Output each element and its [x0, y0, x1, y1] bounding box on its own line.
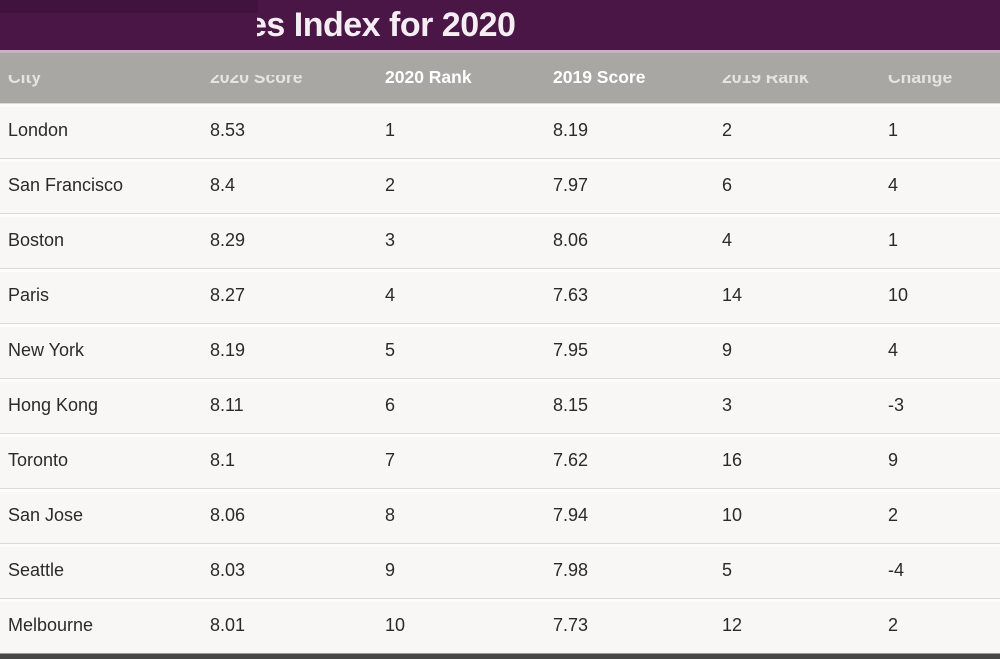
cell-change: 1 [880, 102, 1000, 158]
page-title-text: es Index for 2020 [257, 5, 516, 44]
cell-change: 9 [880, 432, 1000, 488]
accent-divider [0, 50, 1000, 53]
col-header-2019-score: 2019 Score [553, 67, 646, 88]
table-row: San Jose 8.06 8 7.94 10 2 [0, 487, 1000, 543]
col-header-2019-rank: 2019 Rank [718, 63, 813, 88]
cell-2020-rank: 4 [377, 267, 545, 323]
cell-city: London [0, 102, 202, 158]
cell-2019-rank: 9 [714, 322, 880, 378]
cell-2019-score: 7.63 [545, 267, 714, 323]
cell-city: San Jose [0, 487, 202, 543]
cell-2020-rank: 9 [377, 542, 545, 598]
cell-2019-score: 7.94 [545, 487, 714, 543]
cell-2019-score: 8.06 [545, 212, 714, 268]
table-row: Seattle 8.03 9 7.98 5 -4 [0, 542, 1000, 598]
cell-2020-rank: 10 [377, 597, 545, 653]
cell-2020-rank: 3 [377, 212, 545, 268]
cell-2019-rank: 6 [714, 157, 880, 213]
cell-2020-score: 8.11 [202, 377, 377, 433]
cell-city: Paris [0, 267, 202, 323]
table-header: City 2020 Score 2020 Rank 2019 Score 201… [0, 53, 1000, 103]
cell-city: Hong Kong [0, 377, 202, 433]
cell-2020-score: 8.27 [202, 267, 377, 323]
cell-2019-rank: 4 [714, 212, 880, 268]
cell-2020-rank: 5 [377, 322, 545, 378]
cell-city: San Francisco [0, 157, 202, 213]
cell-2019-rank: 2 [714, 102, 880, 158]
cell-city: Seattle [0, 542, 202, 598]
cell-change: 4 [880, 322, 1000, 378]
cell-city: Melbourne [0, 597, 202, 653]
col-header-change: Change [883, 63, 957, 88]
cell-2020-score: 8.06 [202, 487, 377, 543]
table-row: Boston 8.29 3 8.06 4 1 [0, 212, 1000, 268]
table-row: Toronto 8.1 7 7.62 16 9 [0, 432, 1000, 488]
cell-2020-rank: 7 [377, 432, 545, 488]
table-row: Hong Kong 8.11 6 8.15 3 -3 [0, 377, 1000, 433]
page-title: es Index for 2020 [257, 0, 515, 50]
table-row: San Francisco 8.4 2 7.97 6 4 [0, 157, 1000, 213]
table-row: Melbourne 8.01 10 7.73 12 2 [0, 597, 1000, 653]
cell-2019-rank: 14 [714, 267, 880, 323]
cell-2019-score: 7.62 [545, 432, 714, 488]
cell-2020-score: 8.53 [202, 102, 377, 158]
cell-2019-score: 8.19 [545, 102, 714, 158]
cell-city: Toronto [0, 432, 202, 488]
cell-city: New York [0, 322, 202, 378]
table-header-row: City 2020 Score 2020 Rank 2019 Score 201… [0, 53, 1000, 103]
cell-city: Boston [0, 212, 202, 268]
cities-index-table: City 2020 Score 2020 Rank 2019 Score 201… [0, 53, 1000, 653]
cell-change: 2 [880, 597, 1000, 653]
cell-2020-score: 8.01 [202, 597, 377, 653]
table-body: London 8.53 1 8.19 2 1 San Francisco 8.4… [0, 102, 1000, 653]
cell-2020-score: 8.03 [202, 542, 377, 598]
col-header-2020-score: 2020 Score [205, 63, 307, 88]
cell-2020-score: 8.19 [202, 322, 377, 378]
cell-2019-score: 7.73 [545, 597, 714, 653]
title-bar: es Index for 2020 [0, 0, 1000, 50]
cell-2020-score: 8.4 [202, 157, 377, 213]
cell-change: -3 [880, 377, 1000, 433]
cell-2020-rank: 6 [377, 377, 545, 433]
col-header-2020-rank: 2020 Rank [385, 67, 472, 88]
cell-change: 10 [880, 267, 1000, 323]
table-row: New York 8.19 5 7.95 9 4 [0, 322, 1000, 378]
col-header-city: City [3, 63, 46, 88]
cell-2019-rank: 5 [714, 542, 880, 598]
cell-2019-rank: 10 [714, 487, 880, 543]
cell-change: 4 [880, 157, 1000, 213]
cell-2019-rank: 12 [714, 597, 880, 653]
cell-2020-rank: 8 [377, 487, 545, 543]
cell-change: 2 [880, 487, 1000, 543]
cell-2019-score: 7.95 [545, 322, 714, 378]
table-row: Paris 8.27 4 7.63 14 10 [0, 267, 1000, 323]
title-bar-shading [0, 0, 258, 13]
table-row: London 8.53 1 8.19 2 1 [0, 102, 1000, 158]
cell-2019-score: 7.98 [545, 542, 714, 598]
cell-2020-score: 8.29 [202, 212, 377, 268]
cell-2020-rank: 2 [377, 157, 545, 213]
cell-2020-score: 8.1 [202, 432, 377, 488]
cell-2020-rank: 1 [377, 102, 545, 158]
cell-2019-rank: 16 [714, 432, 880, 488]
cell-change: -4 [880, 542, 1000, 598]
cell-2019-score: 8.15 [545, 377, 714, 433]
cell-change: 1 [880, 212, 1000, 268]
cell-2019-rank: 3 [714, 377, 880, 433]
cell-2019-score: 7.97 [545, 157, 714, 213]
bottom-bar [0, 653, 1000, 659]
